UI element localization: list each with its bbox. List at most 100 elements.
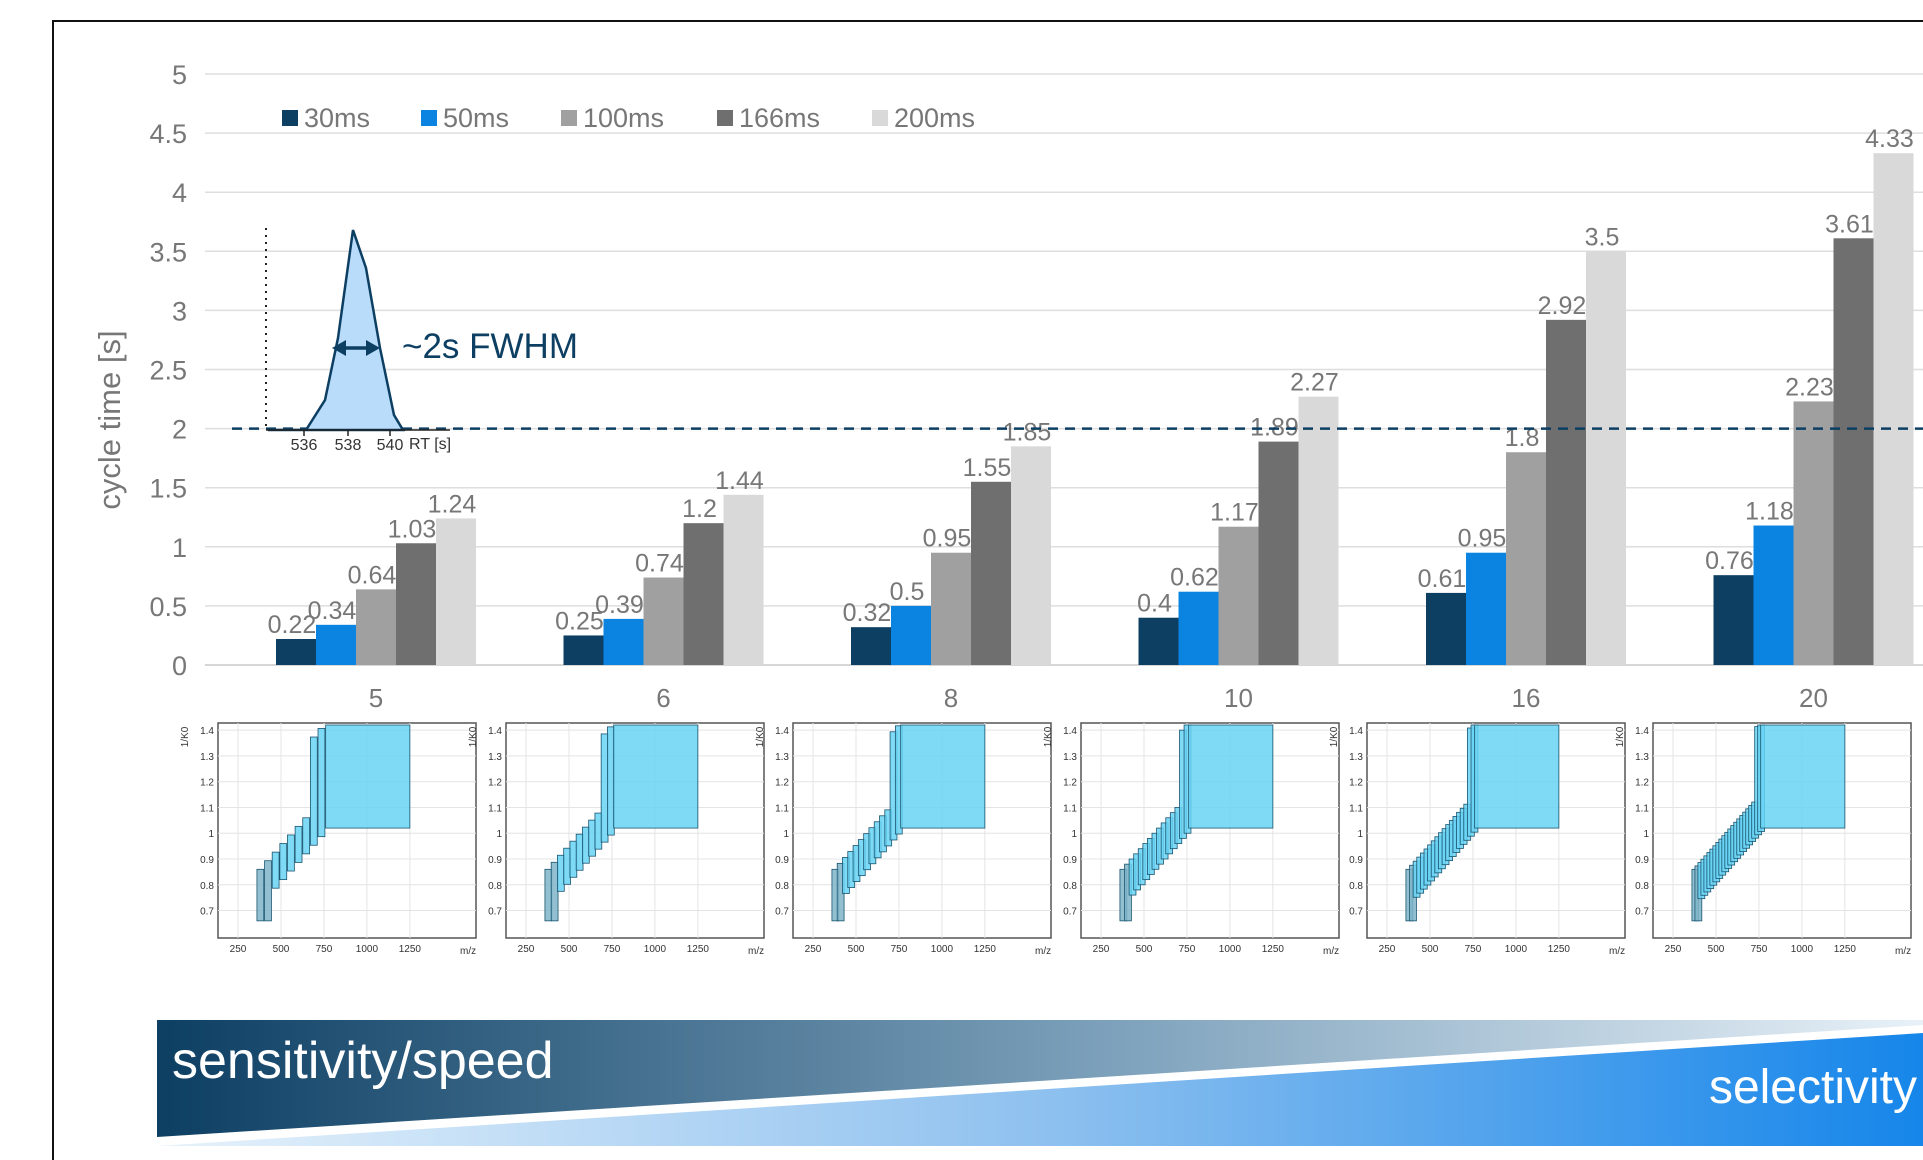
mini-x-tick: 750 — [1751, 944, 1768, 955]
isolation-window — [325, 724, 411, 829]
y-tick-label: 0 — [172, 651, 187, 681]
value-labels: 0.220.34 0.64 1.031.24 0.250.39 0.74 1.21.44 0… — [268, 125, 1914, 639]
bar-200ms-16 — [1586, 251, 1626, 666]
mini-y-tick: 0.7 — [1349, 907, 1363, 918]
y-tick-label: 2 — [172, 415, 187, 445]
banner-left-label: sensitivity/speed — [172, 1032, 554, 1090]
mini-y-tick: 0.9 — [1349, 855, 1363, 866]
mini-y-tick: 1 — [1357, 829, 1363, 840]
isolation-window — [563, 847, 571, 885]
data-label: 0.62 — [1170, 564, 1219, 592]
banner-right-label: selectivity — [1709, 1061, 1917, 1114]
bar-30ms-16 — [1426, 592, 1466, 665]
mini-x-tick: 750 — [1179, 944, 1196, 955]
data-label: 0.32 — [843, 599, 892, 627]
fwhm-arrow-right-head — [366, 340, 380, 356]
isolation-window — [594, 812, 603, 850]
isolation-window — [294, 825, 303, 863]
mini-x-tick: 1250 — [1834, 944, 1857, 955]
data-label: 1.44 — [715, 467, 764, 495]
data-label: 2.23 — [1785, 373, 1834, 401]
inset-peak: ~2s FWHM 536 538 540 RT [s] — [265, 228, 578, 454]
y-tick-label: 1.5 — [149, 474, 187, 504]
mini-x-label: m/z — [460, 946, 476, 957]
bar-30ms-20 — [1713, 575, 1754, 665]
mini-y-tick: 0.7 — [488, 907, 502, 918]
mini-y-tick: 0.9 — [775, 855, 789, 866]
mini-y-tick: 1.2 — [200, 778, 214, 789]
data-label: 0.39 — [595, 591, 644, 619]
bar-30ms-5 — [276, 638, 316, 665]
legend-label: 200ms — [894, 103, 975, 133]
mini-x-tick: 1000 — [1219, 944, 1242, 955]
mini-y-tick: 1 — [208, 829, 214, 840]
mini-y-tick: 1.2 — [1635, 778, 1649, 789]
data-label: 0.64 — [348, 561, 397, 589]
mini-x-tick: 1000 — [356, 944, 379, 955]
mini-x-tick: 250 — [1379, 944, 1396, 955]
mini-x-tick: 500 — [561, 944, 578, 955]
mini-x-tick: 1000 — [931, 944, 954, 955]
mini-x-tick: 1250 — [687, 944, 710, 955]
mini-y-tick: 1.3 — [200, 752, 214, 763]
mini-x-tick: 1250 — [1548, 944, 1571, 955]
mini-y-tick: 1.3 — [488, 752, 502, 763]
mini-x-tick: 250 — [518, 944, 535, 955]
data-label: 4.33 — [1865, 125, 1914, 153]
inset-x-unit: RT [s] — [409, 436, 451, 453]
mini-x-tick: 750 — [1465, 944, 1482, 955]
mini-y-tick: 0.8 — [200, 881, 214, 892]
legend-label: 50ms — [443, 103, 509, 133]
bar-200ms-8 — [1011, 446, 1051, 665]
isolation-window — [900, 724, 986, 829]
y-axis-title: cycle time [s] — [92, 330, 127, 509]
mini-y-tick: 0.9 — [1063, 855, 1077, 866]
category-label: 8 — [944, 683, 958, 713]
mini-y-tick: 0.9 — [488, 855, 502, 866]
bar-166ms-5 — [396, 543, 436, 665]
mini-x-tick: 250 — [1665, 944, 1682, 955]
fwhm-arrow-left-head — [332, 340, 346, 356]
bar-50ms-8 — [891, 605, 931, 665]
data-label: 1.24 — [428, 490, 477, 518]
data-label: 1.2 — [682, 495, 717, 523]
bar-30ms-8 — [851, 627, 891, 665]
mini-y-tick: 0.9 — [1635, 855, 1649, 866]
y-tick-label: 1 — [172, 533, 187, 563]
isolation-window — [575, 833, 584, 871]
data-label: 0.22 — [268, 611, 317, 639]
mini-y-tick: 1.1 — [1063, 803, 1077, 814]
mini-y-tick: 0.7 — [200, 907, 214, 918]
mini-y-tick: 0.8 — [1063, 881, 1077, 892]
data-label: 1.85 — [1003, 418, 1052, 446]
mini-x-tick: 1000 — [644, 944, 667, 955]
bar-100ms-8 — [931, 552, 971, 665]
y-tick-label: 2.5 — [149, 356, 187, 386]
isolation-window — [1474, 724, 1560, 829]
y-axis: 0 0.5 1 1.5 2 2.5 3 3.5 4 4.5 5 — [149, 60, 187, 681]
mini-y-tick: 1.3 — [1635, 752, 1649, 763]
mini-y-tick: 1.1 — [1635, 803, 1649, 814]
data-label: 1.18 — [1745, 498, 1794, 526]
mini-x-label: m/z — [748, 946, 764, 957]
mini-x-tick: 1250 — [974, 944, 997, 955]
mini-y-tick: 0.8 — [488, 881, 502, 892]
data-label: 2.92 — [1538, 292, 1587, 320]
y-tick-label: 3 — [172, 296, 187, 326]
bar-series — [276, 153, 1914, 666]
mini-x-tick: 500 — [1422, 944, 1439, 955]
mini-x-tick: 1000 — [1505, 944, 1528, 955]
bar-200ms-5 — [436, 518, 476, 665]
mini-y-label: 1/K0 — [1615, 726, 1626, 747]
bar-50ms-6 — [603, 618, 644, 665]
isolation-window — [607, 726, 615, 836]
data-label: 1.17 — [1210, 499, 1259, 527]
mini-x-tick: 250 — [805, 944, 822, 955]
mini-y-tick: 1 — [783, 829, 789, 840]
mini-y-tick: 0.9 — [200, 855, 214, 866]
category-label: 6 — [656, 683, 670, 713]
bar-166ms-8 — [971, 481, 1011, 665]
inset-tick-label: 538 — [335, 437, 362, 454]
isolation-window — [557, 854, 565, 892]
bar-50ms-5 — [316, 624, 356, 665]
